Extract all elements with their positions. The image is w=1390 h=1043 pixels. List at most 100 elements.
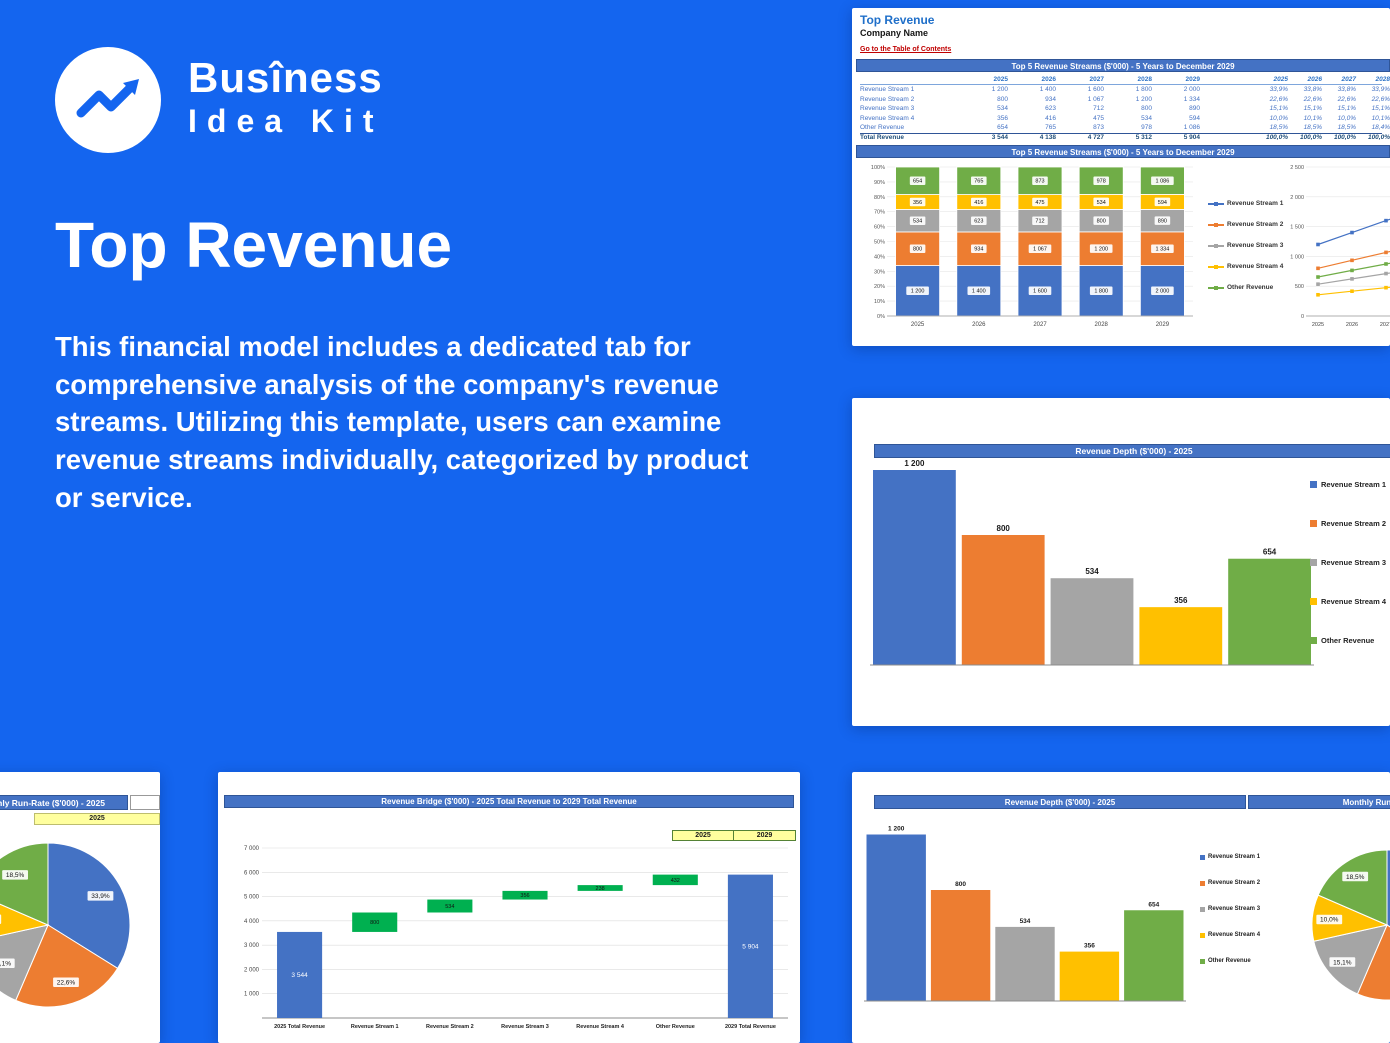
legend-swatch xyxy=(1310,598,1317,605)
svg-text:2 500: 2 500 xyxy=(1290,165,1304,171)
legend-swatch xyxy=(1310,559,1317,566)
svg-text:1 800: 1 800 xyxy=(1094,289,1108,295)
legend-swatch xyxy=(1200,880,1205,886)
legend-line-marker xyxy=(1208,201,1224,206)
legend-label: Revenue Stream 3 xyxy=(1227,242,1284,250)
svg-text:2 000: 2 000 xyxy=(1156,289,1170,295)
svg-text:0%: 0% xyxy=(877,314,885,320)
legend-item: Revenue Stream 2 xyxy=(1310,519,1386,528)
svg-text:5 000: 5 000 xyxy=(244,895,260,901)
depth-bar-chart: 1 200 800 534 356 654 xyxy=(860,820,1190,1010)
table-cell: 100,0% xyxy=(1367,134,1390,142)
legend-item: Revenue Stream 4 xyxy=(1208,263,1284,271)
table-row: Revenue Stream 3 534 623 712 800 890 15,1% 15,1… xyxy=(860,104,1390,114)
table-cell: 1 067 xyxy=(1087,95,1104,103)
company-name: Company Name xyxy=(860,28,929,39)
svg-text:2027: 2027 xyxy=(1033,322,1047,328)
depth-runrate-panel: Revenue Depth ($'000) - 2025 Monthly Run… xyxy=(852,772,1390,1043)
table-cell: 2025 xyxy=(993,75,1008,83)
table-row: Revenue Stream 1 1 200 1 400 1 600 1 800 2 00… xyxy=(860,85,1390,95)
legend-item: Revenue Stream 1 xyxy=(1200,854,1260,860)
svg-text:800: 800 xyxy=(370,920,379,926)
svg-text:534: 534 xyxy=(1097,200,1106,206)
legend-swatch xyxy=(1200,854,1205,860)
svg-text:1 200: 1 200 xyxy=(911,289,925,295)
svg-text:40%: 40% xyxy=(874,255,885,261)
run-rate-pie-chart: 33,9%22,6%15,1%10,0%18,5% xyxy=(0,800,160,1043)
legend-item: Revenue Stream 3 xyxy=(1310,558,1386,567)
table-cell: 356 xyxy=(997,114,1008,122)
trend-arrow-icon xyxy=(76,79,139,118)
table-cell: 654 xyxy=(997,124,1008,132)
table-cell: 5 904 xyxy=(1183,134,1200,142)
svg-text:654: 654 xyxy=(913,179,922,185)
table-cell: 873 xyxy=(1093,124,1104,132)
legend-line-marker xyxy=(1208,222,1224,227)
legend-label: Revenue Stream 4 xyxy=(1208,932,1261,938)
bridge-title-bar: Revenue Bridge ($'000) - 2025 Total Reve… xyxy=(224,795,794,808)
svg-text:2026: 2026 xyxy=(972,322,986,328)
svg-text:594: 594 xyxy=(1158,200,1167,206)
svg-text:534: 534 xyxy=(913,219,922,225)
waterfall-chart: 1 000 2 000 3 000 4 000 5 000 6 000 7 000 3 544… xyxy=(226,842,792,1043)
table-cell: 4 138 xyxy=(1039,134,1056,142)
svg-text:33,9%: 33,9% xyxy=(91,893,110,900)
revenue-table: 2025 2026 2027 2028 2029 2025 2026 2027 2028 Reve… xyxy=(860,74,1390,142)
table-cell: 712 xyxy=(1093,105,1104,113)
svg-text:475: 475 xyxy=(1035,200,1044,206)
table-cell: 33,9% xyxy=(1371,86,1390,94)
svg-text:3 000: 3 000 xyxy=(244,943,260,949)
svg-text:432: 432 xyxy=(671,878,680,884)
legend-label: Revenue Stream 4 xyxy=(1227,263,1284,271)
table-cell: 3 544 xyxy=(991,134,1008,142)
table-cell: 2027 xyxy=(1089,75,1104,83)
table-cell: 2026 xyxy=(1041,75,1056,83)
legend-swatch xyxy=(1200,932,1205,938)
legend-swatch xyxy=(1310,520,1317,527)
start-year-selector[interactable]: 2025 xyxy=(672,830,734,841)
table-cell: 2026 xyxy=(1307,75,1322,83)
run-rate-pie-chart: 33,9%22,6%15,1%10,0%18,5% xyxy=(1272,820,1390,1035)
legend-item: Revenue Stream 1 xyxy=(1208,200,1283,207)
svg-text:Revenue Stream 4: Revenue Stream 4 xyxy=(576,1024,625,1030)
svg-text:22,6%: 22,6% xyxy=(57,980,76,987)
svg-text:356: 356 xyxy=(520,893,529,899)
svg-text:2025: 2025 xyxy=(1312,322,1324,328)
svg-text:238: 238 xyxy=(596,886,605,892)
table-cell: 22,6% xyxy=(1269,95,1288,103)
legend-label: Revenue Stream 3 xyxy=(1208,906,1261,912)
table-cell: 2028 xyxy=(1375,75,1390,83)
chart-title-bar: Top 5 Revenue Streams ($'000) - 5 Years … xyxy=(856,145,1390,159)
svg-text:6 000: 6 000 xyxy=(244,870,260,876)
table-cell: 1 600 xyxy=(1087,86,1104,94)
table-cell: 18,5% xyxy=(1337,124,1356,132)
svg-text:890: 890 xyxy=(1158,219,1167,225)
svg-text:Revenue Stream 2: Revenue Stream 2 xyxy=(426,1024,474,1030)
svg-text:534: 534 xyxy=(1020,918,1031,925)
legend-line-marker xyxy=(1208,243,1224,248)
table-of-contents-link[interactable]: Go to the Table of Contents xyxy=(860,46,952,54)
table-row: Other Revenue 654 765 873 978 1 086 18,5% 18,5%… xyxy=(860,123,1390,133)
table-cell: 1 334 xyxy=(1183,95,1200,103)
end-year-selector[interactable]: 2029 xyxy=(734,830,796,841)
table-cell: 10,0% xyxy=(1269,114,1288,122)
year-selector[interactable]: 2025 xyxy=(34,813,160,825)
table-cell: 15,1% xyxy=(1303,105,1322,113)
legend-item: Revenue Stream 3 xyxy=(1208,242,1284,250)
table-cell: 33,9% xyxy=(1269,86,1288,94)
legend-label: Other Revenue xyxy=(1208,958,1251,964)
svg-text:765: 765 xyxy=(974,179,983,185)
page-description: This financial model includes a dedicate… xyxy=(55,331,749,513)
svg-text:0: 0 xyxy=(1301,314,1304,320)
legend-swatch xyxy=(1200,906,1205,912)
legend-swatch xyxy=(1310,637,1317,644)
year-range-selector: 2025 2029 xyxy=(672,830,796,841)
legend-label: Other Revenue xyxy=(1227,284,1274,292)
legend-item: Revenue Stream 4 xyxy=(1310,597,1386,606)
sheet-preview-panel: Top Revenue Company Name Go to the Table… xyxy=(852,8,1390,346)
table-cell: 100,0% xyxy=(1333,134,1356,142)
legend-label: Revenue Stream 1 xyxy=(1321,480,1387,489)
legend-label: Revenue Stream 2 xyxy=(1321,519,1387,528)
svg-text:Revenue Stream 1: Revenue Stream 1 xyxy=(351,1024,399,1030)
